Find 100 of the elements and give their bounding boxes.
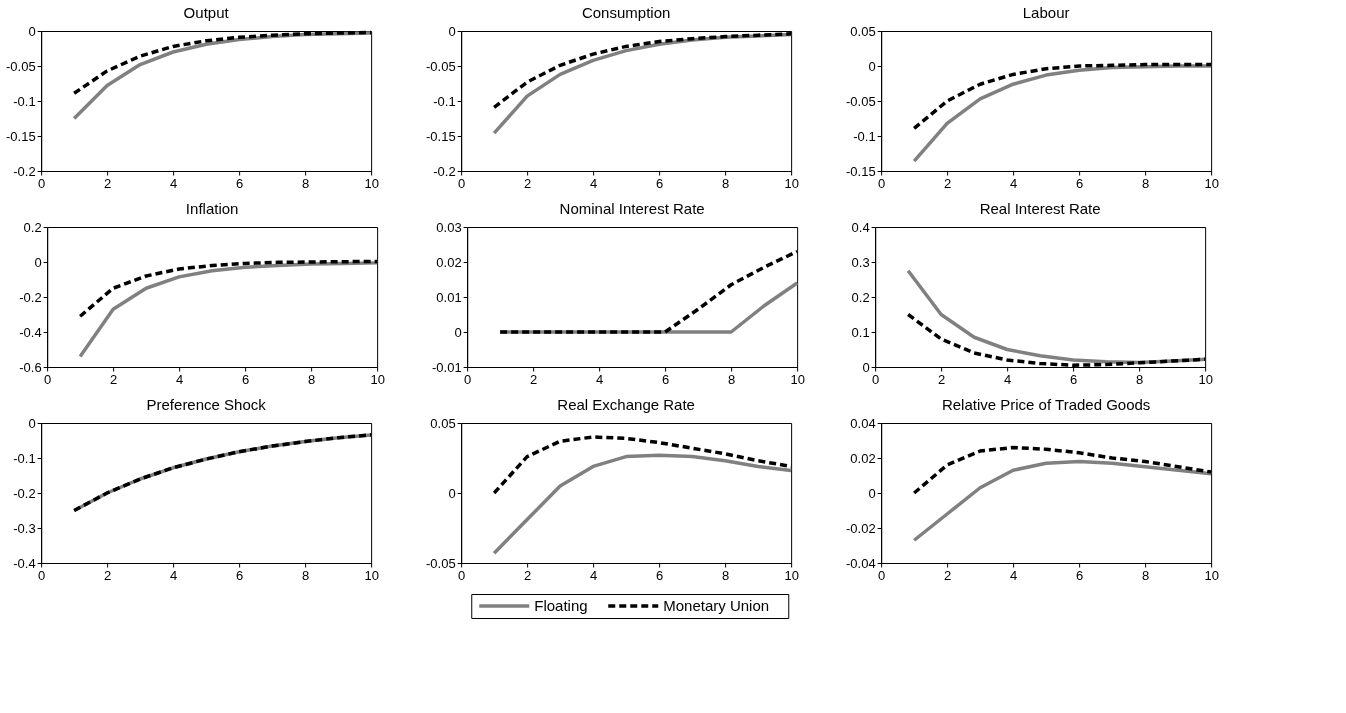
y-tick-label: -0.2	[433, 163, 456, 179]
y-tick-label: -0.15	[845, 163, 876, 179]
x-tick-label: 8	[308, 371, 316, 387]
y-tick-label: 0.04	[850, 415, 876, 431]
x-tick-label: 2	[944, 567, 952, 583]
chart-title: Consumption	[581, 4, 671, 21]
x-tick-label: 2	[944, 175, 952, 191]
y-tick-label: 0	[454, 324, 462, 340]
x-tick-label: 4	[170, 567, 178, 583]
x-tick-label: 6	[236, 175, 244, 191]
x-tick-label: 8	[722, 567, 730, 583]
y-tick-label: 0.2	[851, 289, 870, 305]
chart-title: Preference Shock	[146, 396, 267, 413]
legend-label: Monetary Union	[663, 597, 770, 614]
x-tick-label: 4	[1010, 175, 1018, 191]
y-tick-label: -0.1	[853, 128, 876, 144]
y-tick-label: -0.04	[845, 555, 876, 571]
y-tick-label: 0	[448, 485, 456, 501]
chart-title: Inflation	[185, 200, 239, 217]
x-tick-label: 0	[878, 567, 886, 583]
y-tick-label: -0.15	[5, 128, 36, 144]
y-tick-label: 0.03	[436, 219, 462, 235]
x-tick-label: 2	[938, 371, 946, 387]
x-tick-label: 8	[722, 175, 730, 191]
y-tick-label: -0.15	[425, 128, 456, 144]
x-tick-label: 0	[44, 371, 52, 387]
x-tick-label: 10	[790, 371, 805, 387]
x-tick-label: 6	[662, 371, 670, 387]
legend-label: Floating	[534, 597, 588, 614]
y-tick-label: -0.05	[425, 58, 456, 74]
y-tick-label: -0.4	[13, 555, 36, 571]
chart-title: Real Exchange Rate	[557, 396, 695, 413]
x-tick-label: 10	[784, 567, 799, 583]
chart-title: Nominal Interest Rate	[559, 200, 705, 217]
y-tick-label: 0.1	[851, 324, 870, 340]
y-tick-label: 0	[28, 415, 36, 431]
x-tick-label: 6	[1070, 371, 1078, 387]
y-tick-label: -0.2	[19, 289, 42, 305]
y-tick-label: 0	[448, 23, 456, 39]
y-tick-label: 0	[868, 485, 876, 501]
y-tick-label: -0.01	[431, 359, 462, 375]
x-tick-label: 4	[596, 371, 604, 387]
chart-title: Real Interest Rate	[979, 200, 1101, 217]
x-tick-label: 10	[1204, 175, 1219, 191]
y-tick-label: -0.1	[433, 93, 456, 109]
x-tick-label: 0	[878, 175, 886, 191]
y-tick-label: -0.2	[13, 485, 36, 501]
x-tick-label: 6	[242, 371, 250, 387]
y-tick-label: -0.02	[845, 520, 876, 536]
x-tick-label: 8	[1142, 567, 1150, 583]
x-tick-label: 6	[1076, 175, 1084, 191]
y-tick-label: -0.1	[13, 450, 36, 466]
y-tick-label: -0.2	[13, 163, 36, 179]
y-tick-label: -0.05	[845, 93, 876, 109]
x-tick-label: 8	[302, 175, 310, 191]
x-tick-label: 8	[302, 567, 310, 583]
y-tick-label: 0.02	[850, 450, 876, 466]
y-tick-label: 0	[868, 58, 876, 74]
x-tick-label: 2	[110, 371, 118, 387]
x-tick-label: 6	[236, 567, 244, 583]
x-tick-label: 4	[1010, 567, 1018, 583]
y-tick-label: -0.4	[19, 324, 42, 340]
y-tick-label: 0.02	[436, 254, 462, 270]
x-tick-label: 4	[176, 371, 184, 387]
x-tick-label: 2	[524, 175, 532, 191]
y-tick-label: 0.3	[851, 254, 870, 270]
x-tick-label: 4	[590, 175, 598, 191]
x-tick-label: 2	[524, 567, 532, 583]
y-tick-label: 0.05	[850, 23, 876, 39]
y-tick-label: -0.1	[13, 93, 36, 109]
x-tick-label: 4	[590, 567, 598, 583]
y-tick-label: 0	[28, 23, 36, 39]
y-tick-label: 0.2	[23, 219, 42, 235]
y-tick-label: -0.6	[19, 359, 42, 375]
chart-title: Output	[183, 4, 230, 21]
x-tick-label: 0	[464, 371, 472, 387]
y-tick-label: 0	[862, 359, 870, 375]
x-tick-label: 4	[170, 175, 178, 191]
x-tick-label: 10	[1198, 371, 1213, 387]
x-tick-label: 6	[656, 567, 664, 583]
y-tick-label: 0.4	[851, 219, 870, 235]
x-tick-label: 10	[364, 175, 379, 191]
y-tick-label: 0	[34, 254, 42, 270]
x-tick-label: 8	[1136, 371, 1144, 387]
x-tick-label: 8	[728, 371, 736, 387]
x-tick-label: 2	[104, 567, 112, 583]
x-tick-label: 10	[1204, 567, 1219, 583]
x-tick-label: 10	[370, 371, 385, 387]
x-tick-label: 10	[364, 567, 379, 583]
x-tick-label: 10	[784, 175, 799, 191]
x-tick-label: 6	[1076, 567, 1084, 583]
y-tick-label: -0.05	[425, 555, 456, 571]
y-tick-label: 0.05	[430, 415, 456, 431]
x-tick-label: 6	[656, 175, 664, 191]
chart-title: Labour	[1022, 4, 1070, 21]
x-tick-label: 8	[1142, 175, 1150, 191]
y-tick-label: -0.05	[5, 58, 36, 74]
x-tick-label: 2	[530, 371, 538, 387]
x-tick-label: 4	[1004, 371, 1012, 387]
chart-title: Relative Price of Traded Goods	[941, 396, 1151, 413]
